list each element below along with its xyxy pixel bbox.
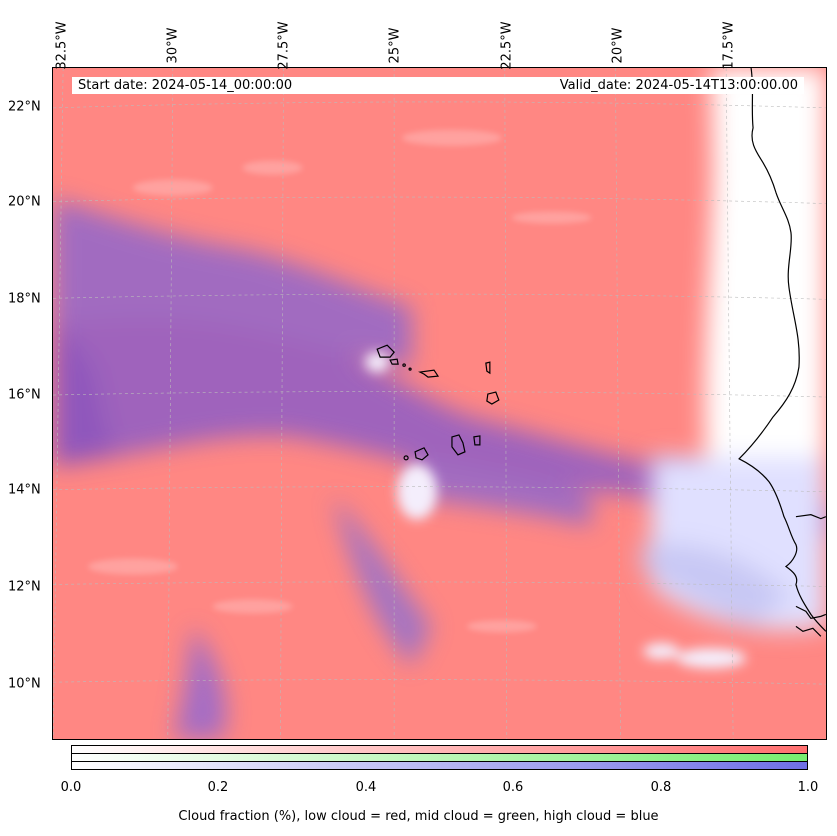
island-maio: [473, 435, 481, 446]
island-sao-vicente: [389, 358, 399, 365]
lat-label: 22°N: [8, 99, 41, 115]
graticule: [53, 68, 826, 739]
colorbar-tick: 0.6: [502, 780, 524, 795]
island-fogo: [414, 447, 429, 461]
lat-label: 14°N: [8, 482, 41, 498]
island-santo-antao: [376, 344, 395, 358]
island-santa-luzia: [402, 363, 406, 367]
lon-label: 30°W: [165, 27, 181, 64]
island-sal: [485, 361, 491, 375]
start-date-label: Start date: 2024-05-14_00:00:00: [72, 77, 384, 94]
lon-label: 32.5°W: [54, 21, 70, 70]
island-santiago: [451, 434, 466, 456]
lat-label: 12°N: [8, 579, 41, 595]
cloud-gap-patches: [365, 352, 747, 669]
mid-cloud-colorbar: [71, 753, 808, 762]
lon-label: 20°W: [610, 27, 626, 64]
island-boa-vista: [486, 391, 500, 405]
high-cloud-band: [53, 197, 826, 739]
island-branco: [408, 367, 412, 371]
lon-label: 17.5°W: [721, 21, 737, 70]
lon-label: 22.5°W: [499, 21, 515, 70]
island-sao-nicolau: [418, 369, 440, 378]
colorbar-tick: 0.4: [355, 780, 377, 795]
valid-date-label: Valid_date: 2024-05-14T13:00:00.00: [372, 77, 804, 94]
colorbar-tick: 0.2: [207, 780, 229, 795]
clear-sky-area: [641, 68, 826, 630]
lat-label: 16°N: [8, 387, 41, 403]
low-cloud-colorbar: [71, 745, 808, 754]
lon-label: 25°W: [387, 27, 403, 64]
colorbar-tick: 0.0: [60, 780, 82, 795]
colorbar: [71, 745, 808, 770]
lon-label: 27.5°W: [276, 21, 292, 70]
colorbar-tick: 1.0: [797, 780, 819, 795]
lat-label: 20°N: [8, 194, 41, 210]
map-panel: [52, 67, 827, 740]
africa-coastline: [738, 68, 826, 632]
colorbar-label: Cloud fraction (%), low cloud = red, mid…: [178, 809, 659, 824]
island-brava: [403, 455, 409, 461]
cape-verde-islands: [376, 344, 500, 461]
cloud-fraction-map: [53, 68, 826, 739]
lat-label: 10°N: [8, 676, 41, 692]
colorbar-tick: 0.8: [650, 780, 672, 795]
streak-texture: [88, 129, 592, 633]
lat-label: 18°N: [8, 291, 41, 307]
high-cloud-colorbar: [71, 761, 808, 770]
